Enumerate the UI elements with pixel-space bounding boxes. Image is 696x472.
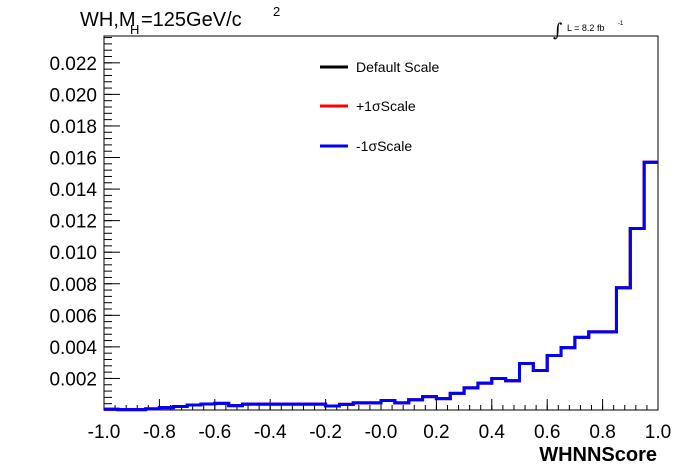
y-tick-label: 0.010 <box>49 243 97 264</box>
x-tick-label: 0.2 <box>423 422 449 443</box>
y-tick-label: 0.014 <box>49 180 97 201</box>
x-tick-label: 1.0 <box>645 422 671 443</box>
chart-title-value: =125GeV/c <box>141 9 242 31</box>
legend-label-minus1sigma: -1σScale <box>356 138 412 154</box>
y-tick-label: 0.008 <box>49 275 97 296</box>
y-tick-label: 0.002 <box>49 369 97 390</box>
lumi-text: L = 8.2 fb <box>567 23 604 33</box>
x-tick-labels: -1.0 -0.8 -0.6 -0.4 -0.2 -0.0 0.2 0.4 0.6 0.8 1.0 <box>88 422 672 443</box>
chart-title-superscript: 2 <box>273 4 280 19</box>
x-tick-label: -0.8 <box>143 422 176 443</box>
lumi-superscript: -1 <box>618 21 624 27</box>
x-axis-label: WHNNScore <box>539 444 657 466</box>
series-lines <box>104 160 658 412</box>
legend-label-plus1sigma: +1σScale <box>356 98 416 114</box>
x-tick-label: 0.6 <box>534 422 560 443</box>
y-tick-label: 0.022 <box>49 54 97 75</box>
series-line-2 <box>104 160 658 412</box>
plot-frame <box>103 35 659 411</box>
y-tick-label: 0.004 <box>49 338 97 359</box>
y-tick-label: 0.018 <box>49 117 97 138</box>
x-tick-label: -1.0 <box>88 422 121 443</box>
series-line-1 <box>104 160 658 412</box>
lumi-integral-sign: ∫ <box>553 20 563 41</box>
series-line-0 <box>104 160 658 412</box>
y-tick-label: 0.006 <box>49 306 97 327</box>
chart-title-main: WH,M <box>80 9 136 31</box>
axis-ticks <box>103 37 659 410</box>
legend: Default Scale +1σScale -1σScale <box>320 59 439 154</box>
chart-title-subscript: H <box>130 22 139 37</box>
y-tick-label: 0.012 <box>49 212 97 233</box>
y-tick-label: 0.016 <box>49 149 97 170</box>
y-tick-labels: 0.002 0.004 0.006 0.008 0.010 0.012 0.014 0.016… <box>49 54 97 391</box>
x-tick-label: -0.4 <box>254 422 287 443</box>
x-tick-label: 0.8 <box>589 422 615 443</box>
x-tick-label: 0.4 <box>479 422 506 443</box>
x-tick-label: -0.0 <box>365 422 398 443</box>
legend-label-default: Default Scale <box>356 59 439 75</box>
y-tick-label: 0.020 <box>49 85 97 106</box>
x-tick-label: -0.2 <box>309 422 342 443</box>
x-tick-label: -0.6 <box>198 422 231 443</box>
